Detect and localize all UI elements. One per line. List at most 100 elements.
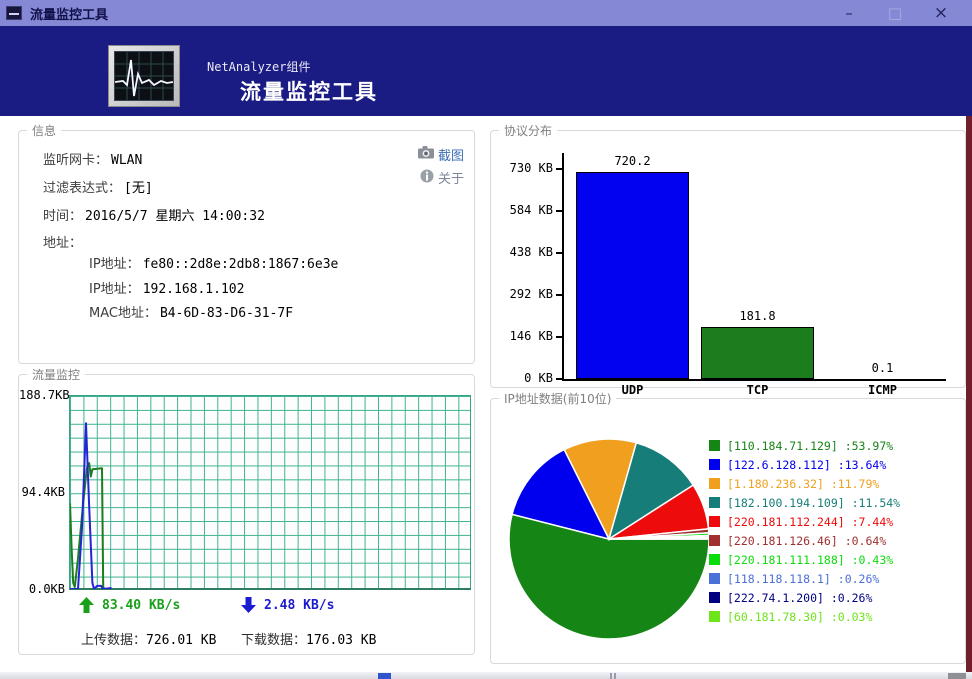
y-axis-tick-mark <box>556 294 563 296</box>
legend-item: [222.74.1.200] :0.26% <box>709 590 900 605</box>
desktop-edge-strip <box>966 116 972 672</box>
download-total-label: 下载数据： <box>241 633 307 648</box>
screenshot-button[interactable]: 截图 <box>417 145 464 164</box>
legend-item: [220.181.126.46] :0.64% <box>709 533 900 548</box>
upload-total: 上传数据：726.01 KB <box>81 629 216 648</box>
upload-speed-value: 83.40 KB/s <box>102 597 181 613</box>
legend-item: [122.6.128.112] :13.64% <box>709 458 900 472</box>
ipv6-row: IP地址： fe80::2d8e:2db8:1867:6e3e <box>89 253 338 272</box>
legend-label: [222.74.1.200] :0.26% <box>727 590 873 605</box>
upload-total-label: 上传数据： <box>81 633 147 648</box>
legend-item: [1.180.236.32] :11.79% <box>709 476 900 491</box>
info-circle-icon <box>420 169 434 187</box>
upload-speed: 83.40 KB/s <box>79 597 180 613</box>
legend-swatch <box>709 611 720 622</box>
download-line <box>70 422 112 590</box>
component-label: NetAnalyzer组件 <box>207 60 311 74</box>
mac-row: MAC地址： B4-6D-83-D6-31-7F <box>89 302 293 321</box>
traffic-lines-svg <box>69 422 112 590</box>
y-axis-tick-label: 292 KB <box>509 287 553 301</box>
y-axis-tick-label: 0 KB <box>524 371 553 385</box>
ipv6-value: fe80::2d8e:2db8:1867:6e3e <box>142 257 339 272</box>
legend-swatch <box>709 554 720 565</box>
time-value: 2016/5/7 星期六 14:00:32 <box>85 209 265 224</box>
legend-swatch <box>709 497 720 508</box>
time-label: 时间： <box>43 209 83 224</box>
info-group-title: 信息 <box>27 122 62 139</box>
legend-swatch <box>709 573 720 584</box>
taskbar-peek-blue <box>378 673 391 679</box>
about-label: 关于 <box>437 172 464 187</box>
y-axis-tick-mark <box>556 252 563 254</box>
y-axis-tick-mark <box>556 210 563 212</box>
ipv4-row: IP地址： 192.168.1.102 <box>89 278 244 297</box>
bar-category-label: UDP <box>621 383 644 397</box>
filter-value: [无] <box>124 181 153 196</box>
y-axis-tick-label: 438 KB <box>509 245 553 259</box>
traffic-group-title: 流量监控 <box>27 366 86 383</box>
legend-label: [1.180.236.32] :11.79% <box>727 476 880 491</box>
app-title: 流量监控工具 <box>240 80 378 104</box>
legend-swatch <box>709 592 720 603</box>
bar-udp <box>576 172 689 379</box>
upload-arrow-icon <box>79 597 94 613</box>
ipv4-label: IP地址： <box>89 282 140 297</box>
window-bottom-edge <box>0 672 972 679</box>
legend-swatch <box>709 478 720 489</box>
mac-label: MAC地址： <box>89 306 157 321</box>
download-speed: 2.48 KB/s <box>241 597 334 613</box>
adapter-value: WLAN <box>111 153 143 168</box>
maximize-button[interactable]: □ <box>887 4 903 22</box>
x-axis-line <box>562 379 946 381</box>
ip-pie-chart <box>508 438 710 640</box>
screenshot-label: 截图 <box>437 149 464 164</box>
traffic-ytick-zero: 0.0KB <box>28 582 65 596</box>
traffic-line-chart <box>69 395 471 590</box>
address-label: 地址： <box>43 236 83 251</box>
upload-total-value: 726.01 KB <box>146 633 217 648</box>
download-speed-value: 2.48 KB/s <box>264 597 335 613</box>
ipv6-label: IP地址： <box>89 257 140 272</box>
close-button[interactable]: × <box>933 3 949 23</box>
pie-slice <box>511 448 611 541</box>
legend-item: [118.118.118.1] :0.26% <box>709 571 900 586</box>
protocol-group-title: 协议分布 <box>499 122 558 139</box>
legend-item: [60.181.78.30] :0.03% <box>709 610 900 624</box>
window-title: 流量监控工具 <box>30 7 109 23</box>
pie-slice <box>607 441 695 541</box>
download-total: 下载数据：176.03 KB <box>241 629 376 648</box>
legend-label: [220.181.112.244] :7.44% <box>727 514 894 529</box>
legend-label: [220.181.111.188] :0.43% <box>727 552 894 567</box>
waveform-monitor-icon <box>114 51 174 101</box>
ip-stats-group-title: IP地址数据(前10位) <box>499 390 617 407</box>
window-controls: – □ × <box>834 2 966 24</box>
legend-label: [118.118.118.1] :0.26% <box>727 571 880 586</box>
legend-item: [182.100.194.109] :11.54% <box>709 495 901 510</box>
pie-slice <box>563 438 638 542</box>
legend-label: [220.181.126.46] :0.64% <box>727 533 887 548</box>
pie-slice <box>508 513 710 640</box>
mac-value: B4-6D-83-D6-31-7F <box>159 306 294 321</box>
legend-label: [110.184.71.129] :53.97% <box>727 438 894 453</box>
y-axis-tick-mark <box>556 336 563 338</box>
legend-item: [220.181.111.188] :0.43% <box>709 552 900 567</box>
legend-label: [182.100.194.109] :11.54% <box>727 495 901 510</box>
app-window-icon <box>6 6 22 20</box>
about-button[interactable]: 关于 <box>420 168 464 187</box>
legend-item: [220.181.112.244] :7.44% <box>709 514 900 529</box>
taskbar-peek-divider <box>610 673 616 679</box>
traffic-ytick-max: 188.7KB <box>19 388 70 402</box>
titlebar: 流量监控工具 – □ × <box>0 0 972 26</box>
camera-icon <box>417 146 434 163</box>
y-axis-line <box>562 153 564 381</box>
app-logo-icon <box>108 45 180 107</box>
filter-row: 过滤表达式： [无] <box>43 177 153 196</box>
minimize-button[interactable]: – <box>845 4 853 22</box>
legend-item: [110.184.71.129] :53.97% <box>709 438 900 453</box>
traffic-ytick-mid: 94.4KB <box>21 485 65 499</box>
legend-swatch <box>709 516 720 527</box>
bar-category-label: TCP <box>746 383 769 397</box>
info-groupbox: 信息 监听网卡： WLAN 过滤表达式： [无] 时间： 2016/5/7 星期六 1… <box>18 122 475 364</box>
time-row: 时间： 2016/5/7 星期六 14:00:32 <box>43 205 265 224</box>
